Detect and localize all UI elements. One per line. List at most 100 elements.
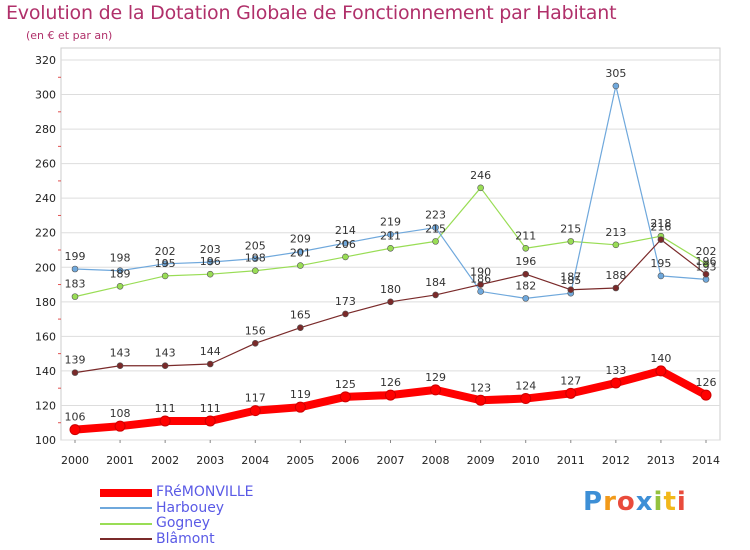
data-label-gogney: 213 [605, 226, 626, 239]
x-tick-label: 2000 [61, 454, 89, 467]
data-point-harbouey [477, 288, 484, 295]
data-point-gogney [297, 262, 304, 269]
data-label-fremonville: 126 [380, 376, 401, 389]
data-point-fremonville [339, 391, 351, 403]
data-label-gogney: 246 [470, 169, 491, 182]
legend-item-fremonville: FRéMONVILLE [100, 485, 254, 501]
data-label-fremonville: 108 [110, 407, 131, 420]
x-tick-label: 2014 [692, 454, 720, 467]
x-tick-label: 2002 [151, 454, 179, 467]
x-tick-label: 2005 [286, 454, 314, 467]
y-tick-label: 240 [35, 192, 56, 205]
data-label-harbouey: 186 [470, 272, 491, 285]
data-label-blamont: 196 [515, 255, 536, 268]
logo-letter: r [603, 487, 617, 517]
data-point-fremonville [294, 401, 306, 413]
data-point-blamont [342, 310, 349, 318]
data-label-blamont: 188 [605, 269, 626, 282]
data-point-gogney [161, 272, 169, 280]
data-point-harbouey [657, 272, 665, 280]
y-tick-label: 220 [35, 227, 56, 240]
data-label-fremonville: 111 [155, 402, 176, 415]
data-point-harbouey [206, 258, 214, 266]
data-point-gogney [522, 244, 530, 252]
data-point-gogney [432, 238, 439, 245]
data-point-blamont [432, 291, 439, 299]
data-label-fremonville: 119 [290, 388, 311, 401]
y-tick-label: 300 [35, 89, 56, 102]
data-point-harbouey [161, 260, 169, 268]
data-point-fremonville [565, 387, 577, 399]
data-label-fremonville: 140 [650, 352, 671, 365]
y-tick-label: 200 [35, 261, 56, 274]
data-label-fremonville: 124 [515, 380, 536, 393]
data-label-fremonville: 133 [605, 364, 626, 377]
data-point-harbouey [342, 239, 349, 247]
data-label-harbouey: 198 [110, 252, 131, 265]
data-label-harbouey: 195 [650, 257, 671, 270]
data-label-blamont: 187 [560, 271, 581, 284]
legend-item-blamont: Blâmont [100, 531, 254, 548]
data-label-blamont: 144 [200, 345, 221, 358]
data-point-gogney [342, 253, 349, 261]
data-label-gogney: 183 [65, 278, 86, 291]
data-point-gogney [387, 244, 394, 252]
data-label-blamont: 156 [245, 324, 266, 337]
data-label-fremonville: 123 [470, 381, 491, 394]
data-point-harbouey [522, 295, 530, 302]
legend-item-gogney: Gogney [100, 516, 254, 532]
x-tick-label: 2001 [106, 454, 134, 467]
data-label-blamont: 165 [290, 309, 311, 322]
logo-letter: P [583, 487, 604, 517]
data-point-gogney [251, 267, 259, 275]
data-point-gogney [567, 238, 575, 245]
data-label-gogney: 218 [650, 217, 671, 230]
legend-label-gogney: Gogney [156, 515, 211, 532]
legend-swatch-gogney [100, 522, 152, 525]
y-tick-label: 100 [35, 434, 56, 447]
data-point-fremonville [249, 405, 261, 417]
data-point-gogney [71, 293, 79, 300]
x-tick-label: 2010 [512, 454, 540, 467]
x-tick-label: 2009 [467, 454, 495, 467]
data-point-harbouey [297, 248, 304, 256]
data-label-blamont: 184 [425, 276, 446, 289]
data-label-harbouey: 209 [290, 233, 311, 246]
data-label-fremonville: 127 [560, 374, 581, 387]
data-label-blamont: 143 [110, 347, 131, 360]
x-tick-label: 2004 [241, 454, 269, 467]
x-tick-label: 2012 [602, 454, 630, 467]
data-label-gogney: 215 [425, 222, 446, 235]
data-point-blamont [161, 362, 169, 370]
data-label-fremonville: 117 [245, 392, 266, 405]
y-tick-label: 320 [35, 54, 56, 67]
data-label-harbouey: 202 [155, 245, 176, 258]
x-tick-label: 2007 [377, 454, 405, 467]
logo-letter: i [676, 487, 687, 517]
legend-label-fremonville: FRéMONVILLE [156, 484, 254, 501]
data-point-blamont [206, 360, 214, 368]
data-label-gogney: 196 [200, 255, 221, 268]
data-label-blamont: 190 [470, 266, 491, 279]
data-label-fremonville: 126 [696, 376, 717, 389]
logo-letter: t [663, 487, 677, 517]
data-point-fremonville [700, 389, 712, 401]
data-label-fremonville: 106 [65, 411, 86, 424]
data-point-fremonville [430, 384, 442, 396]
data-label-harbouey: 199 [65, 250, 86, 263]
data-point-harbouey [387, 231, 394, 238]
data-label-blamont: 216 [650, 221, 671, 234]
data-point-fremonville [655, 365, 667, 377]
y-tick-label: 160 [35, 330, 56, 343]
data-label-harbouey: 193 [696, 260, 717, 273]
data-point-gogney [116, 282, 124, 290]
data-point-blamont [297, 324, 304, 332]
data-point-harbouey [612, 82, 620, 90]
data-label-gogney: 198 [245, 252, 266, 265]
data-point-harbouey [432, 224, 439, 231]
chart-subtitle: (en € et par an) [26, 29, 113, 42]
data-point-gogney [612, 241, 620, 249]
data-label-gogney: 211 [380, 229, 401, 242]
data-label-gogney: 189 [110, 267, 131, 280]
